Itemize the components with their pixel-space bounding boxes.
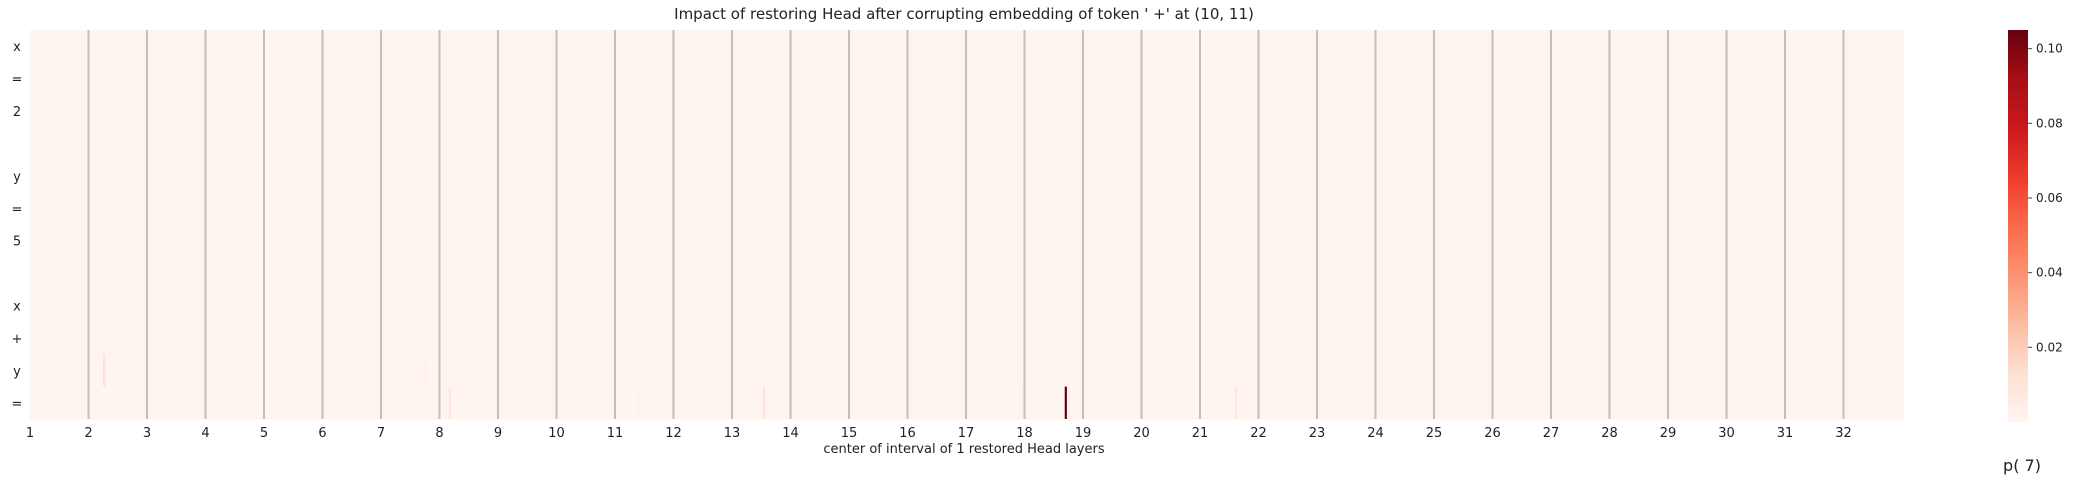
x-tick-label: 11 (607, 426, 624, 441)
heatmap-cells (103, 354, 1237, 419)
colorbar-tick-label: 0.02 (2036, 340, 2063, 354)
colorbar-tick-label: 0.08 (2036, 116, 2063, 130)
x-tick-label: 17 (958, 426, 975, 441)
heatmap-cell (1020, 386, 1024, 419)
x-tick-label: 2 (84, 426, 92, 441)
colorbar-label: p( 7) (2003, 456, 2041, 475)
y-tick-label: = (12, 202, 23, 217)
x-tick-label: 27 (1543, 426, 1560, 441)
x-tick-label: 19 (1075, 426, 1092, 441)
x-tick-label: 13 (724, 426, 741, 441)
y-tick-label: 2 (13, 105, 21, 120)
x-tick-label: 30 (1718, 426, 1735, 441)
x-tick-label: 18 (1016, 426, 1033, 441)
y-tick-label: y (13, 364, 21, 379)
colorbar-tick-label: 0.04 (2036, 266, 2063, 280)
heatmap-cell (636, 386, 640, 419)
x-axis-tick-labels: 1 2 3 4 5 6 7 8 9 10 11 12 13 14 15 16 17 18 19 20 21 22 23 24 2… (26, 426, 1852, 441)
y-tick-label: x (13, 300, 21, 315)
heatmap-cell (103, 354, 106, 387)
x-tick-label: 16 (899, 426, 916, 441)
x-tick-label: 12 (665, 426, 682, 441)
x-tick-label: 24 (1367, 426, 1384, 441)
x-tick-label: 5 (260, 426, 268, 441)
x-tick-label: 4 (201, 426, 209, 441)
heatmap-cell (1064, 386, 1067, 419)
x-tick-label: 22 (1250, 426, 1267, 441)
heatmap-cell (424, 354, 428, 387)
layer-separators (87, 30, 1845, 419)
x-tick-label: 1 (26, 426, 34, 441)
x-tick-label: 26 (1484, 426, 1501, 441)
y-tick-label: = (12, 73, 23, 88)
x-tick-label: 7 (377, 426, 385, 441)
y-tick-label: = (12, 397, 23, 412)
colorbar-tick-label: 0.10 (2036, 42, 2063, 56)
heatmap-cell (763, 386, 766, 419)
x-tick-label: 10 (548, 426, 565, 441)
y-tick-label: 5 (13, 235, 21, 250)
x-tick-label: 20 (1133, 426, 1150, 441)
chart-title: Impact of restoring Head after corruptin… (674, 5, 1254, 23)
y-tick-label: y (13, 170, 21, 185)
x-tick-label: 31 (1777, 426, 1794, 441)
x-axis-label: center of interval of 1 restored Head la… (823, 442, 1104, 457)
heatmap-cell (1234, 386, 1237, 419)
x-tick-label: 15 (841, 426, 858, 441)
heatmap-cell (448, 386, 451, 419)
x-tick-label: 32 (1835, 426, 1852, 441)
x-tick-label: 28 (1601, 426, 1618, 441)
colorbar (2008, 30, 2028, 422)
colorbar-ticks: 0.02 0.04 0.06 0.08 0.10 (2028, 42, 2063, 354)
y-tick-label: x (13, 40, 21, 55)
x-tick-label: 21 (1192, 426, 1209, 441)
x-tick-label: 9 (494, 426, 502, 441)
x-tick-label: 6 (318, 426, 326, 441)
x-tick-label: 8 (435, 426, 443, 441)
y-tick-label: + (12, 332, 23, 347)
x-tick-label: 3 (143, 426, 151, 441)
y-axis-token-labels: x = 2 y = 5 x + y = (12, 40, 23, 412)
colorbar-tick-label: 0.06 (2036, 191, 2063, 205)
x-tick-label: 25 (1426, 426, 1443, 441)
x-tick-label: 29 (1660, 426, 1677, 441)
x-tick-label: 23 (1309, 426, 1326, 441)
x-tick-label: 14 (782, 426, 799, 441)
